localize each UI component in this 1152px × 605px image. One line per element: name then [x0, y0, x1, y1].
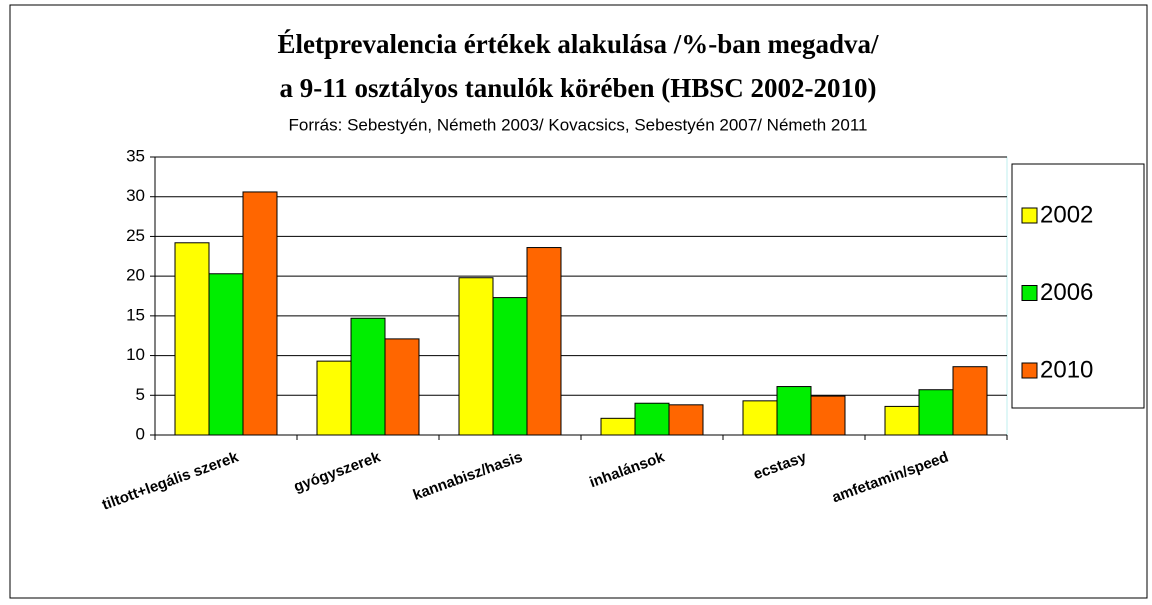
bar	[174, 242, 210, 436]
legend-label: 2010	[1040, 356, 1093, 383]
bar	[634, 402, 670, 436]
bar	[952, 366, 988, 436]
chart-title: a 9-11 osztályos tanulók körében (HBSC 2…	[279, 73, 876, 103]
legend-label: 2006	[1040, 279, 1093, 306]
chart-subtitle: Forrás: Sebestyén, Németh 2003/ Kovacsic…	[289, 115, 868, 134]
bar	[492, 297, 528, 436]
y-tick-label: 10	[126, 345, 145, 364]
bar	[208, 273, 244, 436]
bar	[458, 277, 494, 436]
chart-title: Életprevalencia értékek alakulása /%-ban…	[278, 29, 879, 59]
y-tick-label: 5	[136, 385, 145, 404]
bar	[384, 338, 420, 436]
bar	[884, 405, 920, 436]
y-tick-label: 30	[126, 186, 145, 205]
y-tick-label: 15	[126, 305, 145, 324]
legend-swatch	[1021, 207, 1038, 224]
bar	[316, 360, 352, 436]
plot-area	[154, 156, 1008, 436]
bar	[742, 400, 778, 436]
legend-swatch	[1021, 362, 1038, 379]
bar	[600, 417, 636, 436]
bar	[242, 191, 278, 436]
y-tick-label: 20	[126, 266, 145, 285]
bar	[526, 247, 562, 436]
bar	[776, 386, 812, 436]
bar	[810, 395, 846, 436]
y-tick-label: 25	[126, 226, 145, 245]
legend-label: 2002	[1040, 201, 1093, 228]
legend-swatch	[1021, 285, 1038, 301]
bar	[350, 317, 386, 436]
y-tick-label: 0	[136, 424, 145, 443]
bar	[668, 404, 704, 436]
y-tick-label: 35	[126, 146, 145, 165]
bar	[918, 389, 954, 436]
